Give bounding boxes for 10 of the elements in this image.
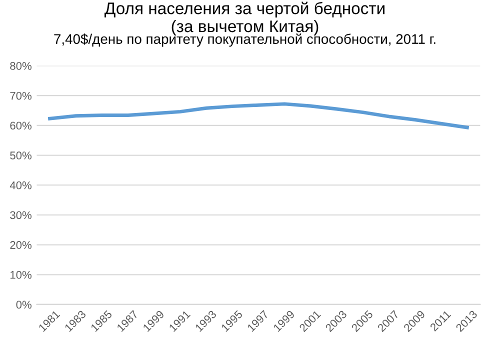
y-tick-label: 40%	[10, 181, 32, 190]
y-tick-label: 10%	[10, 270, 32, 279]
line-series	[48, 102, 469, 130]
y-tick-label: 60%	[10, 122, 32, 130]
y-tick-label: 50%	[10, 152, 32, 160]
y-tick-label: 70%	[10, 92, 32, 100]
y-tick-label: 20%	[10, 241, 32, 249]
y-tick-label: 80%	[10, 62, 32, 70]
y-tick-label: 30%	[10, 211, 32, 220]
y-tick-label: 0%	[16, 300, 32, 309]
